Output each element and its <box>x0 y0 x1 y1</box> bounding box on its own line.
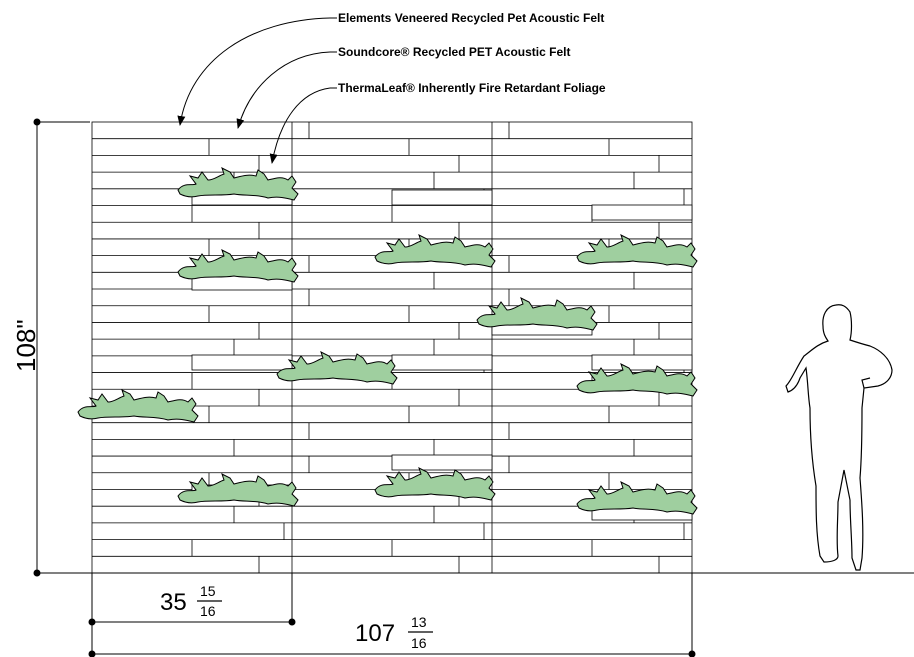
panel-width-whole: 35 <box>160 589 187 616</box>
total-width-dimension <box>88 573 696 657</box>
planter-box <box>391 354 493 371</box>
callout-arrow-thermaleaf <box>269 87 331 164</box>
panel-width-label: 35 15 16 <box>160 583 222 619</box>
planter-box <box>391 189 493 206</box>
planter-box <box>591 354 693 371</box>
panel-width-numerator: 15 <box>200 583 216 599</box>
total-width-whole: 107 <box>355 620 395 647</box>
total-width-denominator: 16 <box>411 635 427 651</box>
callout-label-elements: Elements Veneered Recycled Pet Acoustic … <box>338 11 604 25</box>
callout-elements-felt: Elements Veneered Recycled Pet Acoustic … <box>177 11 604 126</box>
total-width-numerator: 13 <box>411 614 427 630</box>
panel-width-dimension <box>88 573 296 626</box>
callout-label-soundcore: Soundcore® Recycled PET Acoustic Felt <box>338 45 570 59</box>
human-scale-figure <box>785 304 893 571</box>
height-dimension <box>33 118 90 577</box>
callout-arrow-soundcore <box>236 51 331 129</box>
planter-box <box>391 454 493 471</box>
callout-label-thermaleaf: ThermaLeaf® Inherently Fire Retardant Fo… <box>338 81 606 95</box>
planter-box <box>191 354 293 371</box>
planter-box <box>591 204 693 221</box>
total-width-label: 107 13 16 <box>355 614 433 651</box>
panel-width-denominator: 16 <box>200 603 216 619</box>
height-dimension-label: 108" <box>11 319 41 372</box>
callout-thermaleaf-foliage: ThermaLeaf® Inherently Fire Retardant Fo… <box>269 81 606 164</box>
callout-arrow-elements <box>177 17 331 126</box>
callout-soundcore-felt: Soundcore® Recycled PET Acoustic Felt <box>236 45 570 129</box>
